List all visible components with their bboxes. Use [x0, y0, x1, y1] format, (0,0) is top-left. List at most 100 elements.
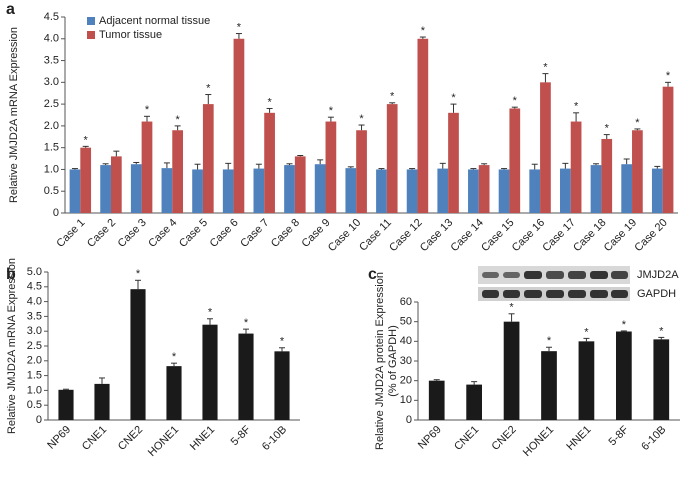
- bar: [166, 366, 182, 420]
- error-bar: [562, 162, 569, 169]
- y-axis-label: Relative JMJD2A protein Expression: [374, 272, 386, 450]
- error-bar: [471, 381, 478, 385]
- bar: [601, 138, 613, 213]
- error-bar: [511, 106, 518, 109]
- y-axis-label: Relative JMJD2A mRNA Expression: [6, 258, 18, 434]
- bar: [509, 108, 521, 213]
- bar: [130, 164, 142, 213]
- y-tick-label: 0: [406, 414, 412, 426]
- error-bar: [542, 73, 549, 83]
- error-bar: [593, 163, 600, 166]
- significance-marker: *: [237, 21, 242, 33]
- bar: [559, 168, 571, 213]
- panel-label: c: [368, 266, 377, 283]
- error-bar: [255, 163, 262, 169]
- panel-label: b: [6, 266, 16, 283]
- y-tick-label: 2.5: [44, 98, 59, 110]
- bar: [498, 169, 510, 213]
- error-bar: [143, 115, 150, 122]
- x-tick-label: HNE1: [564, 424, 593, 453]
- x-tick-label: Case 2: [85, 217, 118, 250]
- y-tick-label: 1.5: [44, 142, 59, 154]
- bar: [325, 121, 337, 213]
- significance-marker: *: [635, 117, 640, 129]
- bar: [253, 168, 265, 213]
- significance-marker: *: [359, 113, 364, 125]
- error-bar: [171, 362, 177, 367]
- error-bar: [71, 168, 78, 170]
- error-bar: [433, 379, 440, 381]
- error-bar: [207, 318, 213, 325]
- error-bar: [573, 112, 580, 122]
- x-tick-label: CNE2: [116, 424, 145, 453]
- significance-marker: *: [267, 96, 272, 108]
- bar: [284, 165, 295, 213]
- error-bar: [225, 162, 232, 170]
- y-tick-label: 4.5: [27, 281, 42, 293]
- error-bar: [194, 163, 201, 170]
- significance-marker: *: [329, 105, 334, 117]
- blot-label: JMJD2A: [637, 269, 679, 281]
- y-tick-label: 10: [400, 394, 412, 406]
- y-tick-label: 3.0: [44, 76, 59, 88]
- error-bar: [623, 158, 630, 165]
- error-bar: [205, 94, 212, 105]
- error-bar: [620, 330, 627, 332]
- significance-marker: *: [421, 25, 426, 37]
- bar: [58, 389, 74, 420]
- y-axis-label: (% of GAPDH): [387, 325, 399, 397]
- significance-marker: *: [84, 134, 89, 146]
- legend-label: Tumor tissue: [99, 29, 162, 41]
- y-tick-label: 0.5: [27, 399, 42, 411]
- error-bar: [102, 163, 109, 166]
- x-tick-label: Case 4: [146, 217, 179, 250]
- significance-marker: *: [451, 92, 456, 104]
- significance-marker: *: [513, 95, 518, 107]
- significance-marker: *: [175, 114, 180, 126]
- error-bar: [419, 36, 426, 39]
- bar: [141, 121, 153, 213]
- error-bar: [163, 162, 170, 169]
- y-tick-label: 3.5: [44, 54, 59, 66]
- error-bar: [378, 168, 385, 170]
- error-bar: [347, 166, 354, 169]
- x-tick-label: Case 8: [269, 217, 302, 250]
- bar: [406, 169, 418, 213]
- x-tick-label: Case 17: [540, 217, 577, 254]
- y-axis-label: Relative JMJD2A mRNA Expression: [8, 27, 20, 203]
- bar: [238, 333, 254, 420]
- bar: [202, 104, 214, 213]
- y-tick-label: 30: [400, 355, 412, 367]
- error-bar: [358, 124, 365, 131]
- significance-marker: *: [574, 101, 579, 113]
- significance-marker: *: [390, 91, 395, 103]
- bar: [428, 380, 445, 420]
- error-bar: [279, 347, 285, 352]
- bar: [503, 321, 520, 420]
- significance-marker: *: [136, 268, 141, 280]
- error-bar: [235, 33, 242, 39]
- error-bar: [583, 337, 590, 342]
- x-tick-label: Case 18: [571, 217, 608, 254]
- error-bar: [634, 128, 641, 131]
- y-tick-label: 2.5: [27, 340, 42, 352]
- x-tick-label: Case 6: [208, 217, 241, 250]
- bar: [192, 169, 203, 213]
- x-tick-label: Case 14: [448, 217, 485, 254]
- bar: [172, 130, 184, 213]
- y-tick-label: 4.5: [44, 11, 59, 23]
- bar: [264, 112, 275, 213]
- y-tick-label: 40: [400, 335, 412, 347]
- bar: [222, 169, 234, 213]
- error-bar: [450, 103, 457, 113]
- x-tick-label: Case 5: [177, 217, 210, 250]
- x-tick-label: 6-10B: [260, 424, 289, 453]
- bar: [651, 168, 663, 213]
- error-bar: [113, 150, 120, 157]
- bar: [437, 168, 449, 213]
- error-bar: [174, 125, 181, 131]
- x-tick-label: Case 15: [479, 217, 516, 254]
- bar: [94, 383, 110, 420]
- significance-marker: *: [509, 302, 514, 314]
